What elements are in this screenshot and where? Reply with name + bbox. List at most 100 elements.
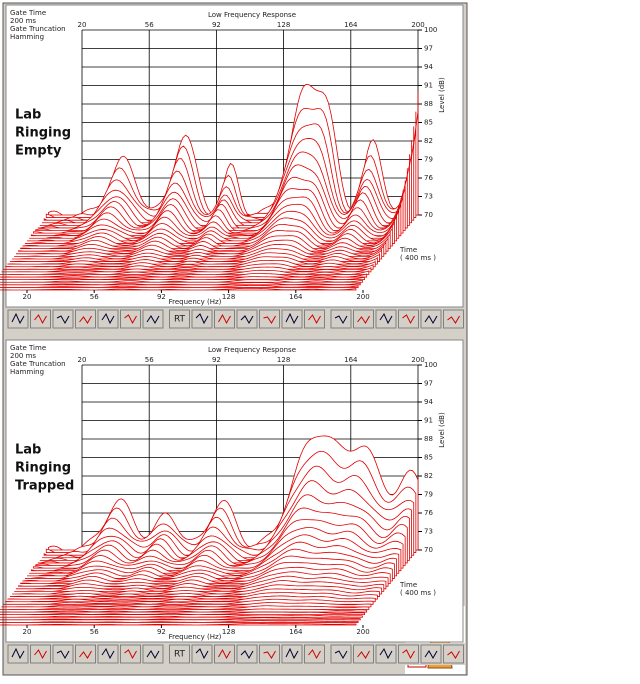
toolbar-button[interactable] — [52, 309, 74, 329]
button-icon[interactable] — [402, 314, 415, 325]
toolbar-button[interactable] — [30, 644, 51, 664]
toolbar-button[interactable] — [191, 309, 213, 329]
toolbar-button[interactable] — [353, 309, 374, 329]
button-face[interactable] — [353, 644, 374, 664]
button-icon[interactable] — [218, 648, 231, 660]
toolbar-button[interactable] — [120, 309, 141, 329]
button-icon[interactable] — [56, 650, 70, 660]
button-face[interactable] — [75, 309, 96, 329]
toolbar-button[interactable] — [7, 644, 29, 664]
bottom-tick-label: 56 — [90, 628, 99, 636]
button-label[interactable]: RT — [174, 650, 186, 660]
toolbar-button[interactable] — [191, 644, 213, 664]
button-icon[interactable] — [447, 315, 460, 324]
toolbar-button[interactable] — [281, 309, 303, 329]
toolbar-button[interactable] — [214, 644, 235, 664]
button-face[interactable] — [443, 644, 464, 664]
toolbar-button[interactable] — [75, 644, 96, 664]
button-face[interactable] — [169, 644, 190, 664]
toolbar-button[interactable] — [375, 644, 397, 664]
toolbar-button[interactable] — [330, 309, 352, 329]
button-icon[interactable] — [124, 314, 137, 325]
button-face[interactable] — [169, 309, 190, 329]
toolbar-button[interactable] — [236, 644, 258, 664]
button-icon[interactable] — [195, 313, 209, 325]
button-face[interactable] — [259, 309, 280, 329]
level-tick-label: 82 — [424, 472, 433, 480]
toolbar-button[interactable] — [259, 309, 280, 329]
toolbar-button[interactable] — [375, 309, 397, 329]
button-label[interactable]: RT — [174, 315, 186, 325]
button-icon[interactable] — [447, 650, 460, 659]
gate-label: Hamming — [10, 33, 44, 41]
toolbar-button[interactable] — [236, 309, 258, 329]
toolbar-button[interactable] — [443, 644, 464, 664]
button-face[interactable] — [75, 644, 96, 664]
button-icon[interactable] — [308, 649, 321, 660]
button-icon[interactable] — [379, 647, 393, 660]
button-icon[interactable] — [240, 650, 254, 660]
button-icon[interactable] — [308, 314, 321, 325]
button-icon[interactable] — [424, 650, 438, 660]
button-icon[interactable] — [101, 647, 115, 660]
toolbar-button[interactable] — [142, 644, 164, 664]
toolbar-button[interactable] — [304, 309, 325, 329]
button-face[interactable] — [353, 309, 374, 329]
toolbar-button[interactable] — [52, 644, 74, 664]
button-icon[interactable] — [240, 315, 254, 325]
button-icon[interactable] — [34, 649, 47, 660]
waterfall-slice — [0, 608, 368, 613]
toolbar-button[interactable] — [398, 644, 419, 664]
button-face[interactable] — [443, 309, 464, 329]
button-icon[interactable] — [195, 648, 209, 660]
top-tick-label: 20 — [78, 356, 87, 364]
button-icon[interactable] — [11, 647, 25, 660]
button-icon[interactable] — [357, 315, 370, 324]
button-icon[interactable] — [424, 315, 438, 325]
toolbar-button[interactable] — [7, 309, 29, 329]
button-icon[interactable] — [357, 650, 370, 659]
button-icon[interactable] — [79, 315, 92, 324]
toolbar-button[interactable] — [75, 309, 96, 329]
button-icon[interactable] — [101, 312, 115, 325]
gate-label: Gate Truncation — [10, 25, 66, 33]
toolbar-button[interactable] — [259, 644, 280, 664]
button-icon[interactable] — [285, 312, 299, 325]
toolbar-button[interactable] — [97, 644, 119, 664]
toolbar-button[interactable] — [214, 309, 235, 329]
gate-label: 200 ms — [10, 352, 36, 360]
button-icon[interactable] — [56, 315, 70, 325]
toolbar-button[interactable]: RT — [169, 644, 190, 664]
button-icon[interactable] — [263, 315, 276, 324]
button-icon[interactable] — [79, 650, 92, 659]
toolbar-button[interactable]: RT — [169, 309, 190, 329]
button-icon[interactable] — [218, 313, 231, 325]
gate-label: 200 ms — [10, 17, 36, 25]
button-icon[interactable] — [124, 649, 137, 660]
toolbar-button[interactable] — [30, 309, 51, 329]
toolbar-button[interactable] — [420, 644, 442, 664]
button-icon[interactable] — [402, 649, 415, 660]
button-icon[interactable] — [285, 647, 299, 660]
top-tick-label: 128 — [277, 356, 290, 364]
button-icon[interactable] — [334, 650, 348, 660]
toolbar-button[interactable] — [304, 644, 325, 664]
toolbar-button[interactable] — [420, 309, 442, 329]
button-icon[interactable] — [11, 312, 25, 325]
button-icon[interactable] — [263, 650, 276, 659]
toolbar-button[interactable] — [97, 309, 119, 329]
button-icon[interactable] — [146, 315, 160, 325]
button-icon[interactable] — [379, 312, 393, 325]
toolbar-button[interactable] — [120, 644, 141, 664]
toolbar-button[interactable] — [353, 644, 374, 664]
toolbar-button[interactable] — [142, 309, 164, 329]
button-face[interactable] — [259, 644, 280, 664]
button-icon[interactable] — [146, 650, 160, 660]
toolbar-button[interactable] — [443, 309, 464, 329]
level-tick-label: 73 — [424, 528, 433, 536]
toolbar-button[interactable] — [330, 644, 352, 664]
toolbar-button[interactable] — [281, 644, 303, 664]
button-icon[interactable] — [34, 314, 47, 325]
button-icon[interactable] — [334, 315, 348, 325]
toolbar-button[interactable] — [398, 309, 419, 329]
